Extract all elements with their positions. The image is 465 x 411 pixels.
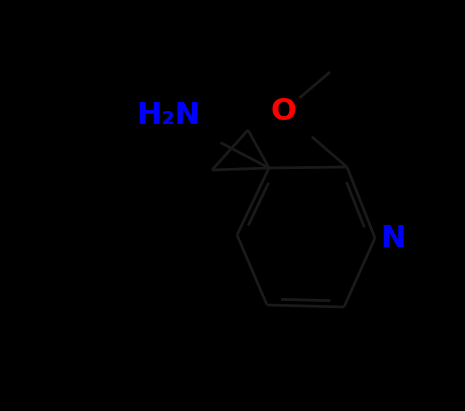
Text: H₂N: H₂N [136,101,200,129]
Text: N: N [380,224,405,252]
Text: O: O [270,97,296,127]
